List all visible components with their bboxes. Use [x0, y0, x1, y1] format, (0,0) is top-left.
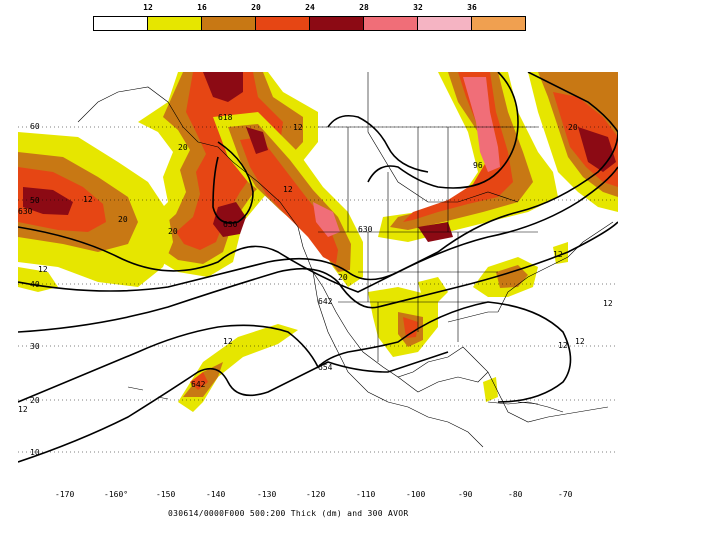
vorticity-label: 12: [38, 265, 48, 274]
legend-swatch-lightorange: [471, 16, 526, 31]
shading-darkred: [23, 187, 73, 215]
vorticity-label-group: 12 12 12 12 12 12 12 12 12 12 20 20 20 2…: [18, 123, 613, 414]
vorticity-label: 12: [283, 185, 293, 194]
vorticity-label: 20: [568, 123, 578, 132]
lat-label: 60: [30, 122, 40, 131]
coastline: [312, 271, 484, 448]
legend-label: 36: [467, 3, 477, 12]
vorticity-label: 20: [338, 273, 348, 282]
vorticity-label: 12: [575, 337, 585, 346]
color-legend: 12 16 20 24 28 32 36: [93, 3, 526, 31]
shading-pink: [313, 202, 340, 237]
legend-swatch-orange: [201, 16, 256, 31]
contour-label: 630: [18, 207, 33, 216]
shading-red: [403, 317, 418, 338]
legend-swatch-lightpink: [417, 16, 472, 31]
vorticity-label: 12: [603, 299, 613, 308]
lon-label: -160°: [104, 490, 129, 499]
lon-label: -120: [306, 490, 326, 499]
legend-swatch-red: [255, 16, 310, 31]
legend-swatch-white: [93, 16, 148, 31]
contour-line: [18, 166, 618, 292]
contour-line: [327, 114, 429, 173]
shading-yellow: [483, 377, 498, 402]
coastline: [487, 401, 564, 413]
legend-swatch-pink: [363, 16, 418, 31]
legend-label: 28: [359, 3, 369, 12]
shading-red: [240, 137, 338, 264]
lon-label: -130: [257, 490, 277, 499]
contour-line: [212, 141, 254, 224]
contour-label: 630: [223, 220, 238, 229]
lon-label: -110: [356, 490, 376, 499]
shading-yellow: [553, 242, 568, 264]
lat-label: 50: [30, 196, 40, 205]
legend-swatch-darkred: [309, 16, 364, 31]
vorticity-label: 20: [168, 227, 178, 236]
vorticity-label: 20: [178, 143, 188, 152]
legend-swatch-yellow: [147, 16, 202, 31]
legend-label: 32: [413, 3, 423, 12]
legend-label: 12: [143, 3, 153, 12]
lon-label: -80: [508, 490, 523, 499]
coastline: [497, 221, 614, 313]
lon-label: -90: [458, 490, 473, 499]
vorticity-label: 12: [553, 250, 563, 259]
vorticity-label: 12: [293, 123, 303, 132]
contour-line: [18, 221, 618, 333]
vorticity-shading: [18, 72, 618, 412]
contour-label: 642: [191, 380, 206, 389]
contour-label: 96: [473, 161, 483, 170]
lat-label: 20: [30, 396, 40, 405]
weather-map: 618 630 630 630 642 642 654 96 12 12 12 …: [18, 72, 618, 463]
shading-darkred: [246, 127, 268, 154]
contour-label: 654: [318, 363, 333, 372]
coastline: [77, 86, 609, 423]
legend-label: 20: [251, 3, 261, 12]
contour-label: 630: [358, 225, 373, 234]
lon-label: -170: [55, 490, 75, 499]
vorticity-label: 12: [83, 195, 93, 204]
shading-yellow: [178, 324, 298, 412]
shading-pink: [463, 77, 500, 172]
map-caption: 030614/0000F000 500:200 Thick (dm) and 3…: [168, 509, 409, 518]
thickness-contours: [18, 72, 618, 463]
shading-yellow: [18, 267, 58, 292]
contour-line: [367, 72, 519, 189]
contour-line: [18, 351, 449, 463]
contour-line: [18, 131, 618, 293]
legend-label: 24: [305, 3, 315, 12]
legend-label: 16: [197, 3, 207, 12]
coastline: [397, 371, 489, 393]
lon-label: -70: [558, 490, 573, 499]
contour-label: 618: [218, 113, 233, 122]
lon-label: -140: [206, 490, 226, 499]
lat-label: 10: [30, 448, 40, 457]
lon-label: -150: [156, 490, 176, 499]
contour-label: 642: [318, 297, 333, 306]
contour-line: [527, 72, 618, 133]
shading-darkred: [578, 127, 616, 172]
vorticity-label: 12: [558, 341, 568, 350]
shading-darkred: [213, 202, 246, 237]
boundaries: [77, 72, 614, 448]
vorticity-label: 12: [223, 337, 233, 346]
vorticity-label: 12: [18, 405, 28, 414]
coastline: [447, 311, 498, 323]
coastline: [367, 72, 519, 203]
shading-orange: [496, 265, 528, 288]
contour-line: [18, 301, 572, 403]
lon-label: -100: [406, 490, 426, 499]
shading-darkred: [203, 72, 243, 102]
lat-label: 30: [30, 342, 40, 351]
contour-label-group: 618 630 630 630 642 642 654 96: [18, 113, 483, 389]
lat-label: 40: [30, 280, 40, 289]
shading-red: [190, 372, 208, 390]
vorticity-label: 20: [118, 215, 128, 224]
